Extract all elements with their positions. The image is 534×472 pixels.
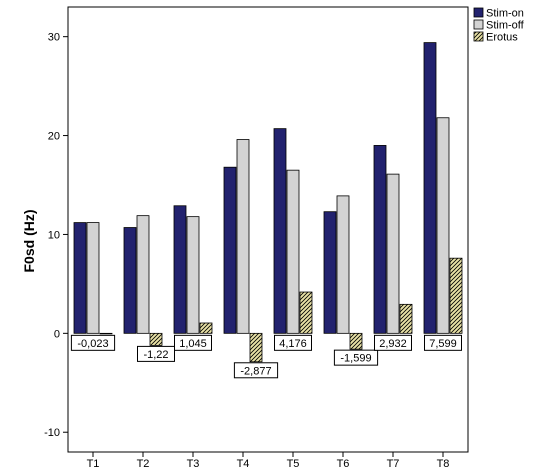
data-label-box [424, 334, 462, 351]
x-tick-label-t6: T6 [337, 458, 350, 470]
bar-stim-on-t6 [323, 211, 337, 334]
data-label-t3: 1,045 [174, 334, 212, 351]
bar-erotus-t5 [299, 291, 313, 334]
data-label-text: -1,599 [340, 353, 371, 365]
bar-stim-off-t1 [86, 222, 100, 334]
bar-stim-on-t5 [273, 128, 287, 334]
bar-stim-on-t2 [123, 227, 137, 334]
bar-erotus-t2 [149, 332, 163, 346]
legend-swatch [473, 7, 484, 18]
y-tick-label: 30 [48, 32, 60, 44]
data-label-t6: -1,599 [333, 349, 379, 366]
data-label-t8: 7,599 [424, 334, 462, 351]
data-label-text: -1,22 [143, 349, 168, 361]
bar-erotus-t6 [349, 332, 363, 350]
legend-label: Stim-on [486, 8, 524, 20]
data-label-box [333, 349, 379, 366]
bar-stim-off-t7 [386, 173, 400, 334]
data-label-text: 7,599 [429, 338, 457, 350]
bar-stim-on-t1 [73, 222, 87, 334]
x-tick-label-t5: T5 [287, 458, 300, 470]
data-label-t5: 4,176 [274, 334, 312, 351]
data-label-box [374, 334, 412, 351]
bar-erotus-t1 [99, 332, 113, 335]
legend-item-stim-on: Stim-on [473, 7, 524, 20]
data-label-box [274, 334, 312, 351]
y-tick-label: 0 [54, 328, 60, 340]
data-label-box [174, 334, 212, 351]
x-tick-label-t3: T3 [187, 458, 200, 470]
bar-erotus-t7 [399, 303, 413, 334]
x-tick-label-t7: T7 [387, 458, 400, 470]
bar-erotus-t3 [199, 322, 213, 334]
x-tick-label-t8: T8 [437, 458, 450, 470]
bar-stim-off-t6 [336, 195, 350, 334]
bar-stim-off-t5 [286, 169, 300, 334]
bar-stim-off-t3 [186, 216, 200, 334]
bar-stim-off-t8 [436, 117, 450, 334]
data-label-box [233, 362, 279, 379]
data-label-text: 1,045 [179, 338, 207, 350]
data-label-text: 4,176 [279, 338, 307, 350]
data-label-t4: -2,877 [233, 362, 279, 379]
data-label-t1: -0,023 [70, 334, 116, 351]
legend-label: Stim-off [486, 20, 525, 32]
legend-label: Erotus [486, 32, 518, 44]
bar-erotus-t8 [449, 257, 463, 334]
data-label-text: 2,932 [379, 338, 407, 350]
bar-stim-on-t7 [373, 145, 387, 334]
data-label-t7: 2,932 [374, 334, 412, 351]
bar-stim-off-t2 [136, 215, 150, 334]
x-tick-label-t1: T1 [87, 458, 100, 470]
bar-erotus-t4 [249, 332, 263, 363]
legend-item-stim-off: Stim-off [473, 19, 525, 32]
y-axis-label: F0sd (Hz) [21, 210, 37, 273]
x-tick-label-t2: T2 [137, 458, 150, 470]
data-label-box [137, 345, 175, 362]
data-label-box [70, 334, 116, 351]
data-label-text: -2,877 [240, 365, 271, 377]
bar-stim-off-t4 [236, 139, 250, 334]
bar-stim-on-t4 [223, 166, 237, 334]
legend-item-erotus: Erotus [473, 31, 518, 44]
legend-swatch [473, 19, 484, 30]
data-label-t2: -1,22 [137, 345, 175, 362]
x-tick-label-t4: T4 [237, 458, 250, 470]
y-tick-label: 20 [48, 131, 60, 143]
y-tick-label: -10 [44, 427, 60, 439]
legend-swatch [473, 31, 484, 42]
y-tick-label: 10 [48, 229, 60, 241]
data-label-text: -0,023 [77, 338, 108, 350]
bar-stim-on-t3 [173, 205, 187, 334]
bar-stim-on-t8 [423, 42, 437, 334]
